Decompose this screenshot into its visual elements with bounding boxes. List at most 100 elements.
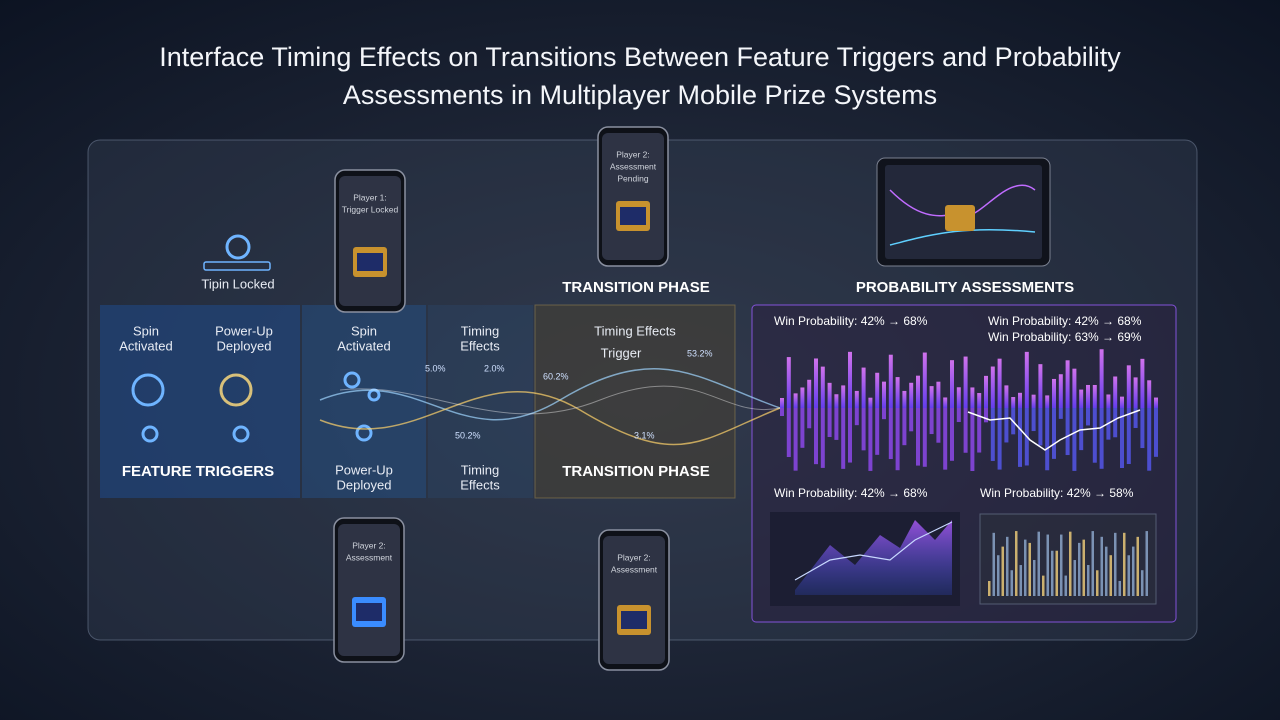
- bar: [875, 372, 880, 408]
- bar: [827, 382, 832, 408]
- chest-lid: [621, 611, 647, 629]
- bar: [800, 408, 805, 448]
- bar: [1120, 408, 1124, 468]
- bar: [1045, 408, 1050, 471]
- wave-label: 2.0%: [484, 363, 505, 373]
- gear-icon: [355, 424, 373, 442]
- mini-bar: [1087, 565, 1090, 596]
- bar: [868, 397, 873, 408]
- section-label: PROBABILITY ASSESSMENTS: [856, 279, 1074, 296]
- bar: [834, 408, 839, 440]
- column-feature-triggers: [100, 305, 300, 498]
- bar: [875, 408, 880, 455]
- spin-label: Spin: [351, 323, 377, 338]
- mini-bar: [992, 532, 995, 596]
- mini-bar: [1060, 534, 1063, 596]
- bar: [916, 375, 920, 408]
- bar: [786, 408, 791, 458]
- bar: [882, 381, 886, 408]
- bar: [1058, 408, 1063, 419]
- tablet-line: [889, 228, 1036, 246]
- mini-bar: [1028, 542, 1031, 596]
- bar: [854, 408, 859, 426]
- probability-bars: [780, 349, 1158, 471]
- bar: [922, 408, 927, 467]
- bar: [1099, 349, 1104, 408]
- mini-bar: [1109, 555, 1112, 596]
- bar: [861, 367, 866, 408]
- area-line: [794, 521, 953, 581]
- gear-icon: [232, 425, 250, 443]
- timing-label: Effects: [460, 477, 500, 492]
- mini-bar: [1145, 531, 1148, 596]
- phone-label: Player 2:: [352, 540, 386, 550]
- column-timing: [428, 305, 533, 498]
- bar: [793, 408, 798, 471]
- mini-bar: [1105, 546, 1108, 596]
- bar: [1031, 408, 1036, 432]
- bar: [1140, 358, 1145, 408]
- bar: [963, 408, 968, 453]
- bar: [997, 408, 1002, 470]
- mini-bar: [1114, 532, 1117, 596]
- mini-bar: [1037, 531, 1040, 596]
- bar: [977, 408, 982, 453]
- phone-label: Player 2:: [616, 149, 650, 159]
- chest-lid: [357, 253, 383, 271]
- bar: [1120, 396, 1124, 408]
- timing-label: Timing: [461, 462, 500, 477]
- bar: [793, 393, 798, 408]
- bar: [848, 351, 852, 408]
- mini-bar: [1078, 542, 1081, 596]
- mini-bar: [988, 581, 991, 596]
- probability-label: Win Probability: 42% → 58%: [980, 486, 1134, 500]
- bar: [1154, 397, 1158, 408]
- bar: [1133, 408, 1138, 428]
- bar: [1072, 408, 1077, 471]
- bar: [929, 408, 934, 435]
- bar: [1106, 394, 1111, 408]
- mini-bar: [1064, 575, 1067, 596]
- bar: [936, 408, 941, 443]
- bar: [1045, 395, 1050, 408]
- bar: [997, 358, 1002, 408]
- bar: [1065, 360, 1070, 408]
- column-footer: TRANSITION PHASE: [562, 463, 710, 480]
- probability-label: Win Probability: 63% → 69%: [988, 330, 1142, 344]
- bar: [841, 385, 846, 408]
- bar: [1058, 374, 1063, 408]
- mini-bar: [1069, 531, 1072, 596]
- bar: [1092, 384, 1097, 408]
- bar: [1031, 394, 1036, 408]
- bar: [895, 377, 900, 408]
- bar: [950, 360, 954, 408]
- bar: [970, 387, 975, 408]
- bar: [1011, 397, 1016, 408]
- gear-icon: [141, 425, 159, 443]
- mini-bar: [1010, 570, 1013, 596]
- probability-label: Win Probability: 42% → 68%: [774, 486, 928, 500]
- bar: [1038, 408, 1043, 446]
- trigger-label: Deployed: [217, 338, 272, 353]
- bar: [882, 408, 886, 420]
- mini-bar: [1046, 534, 1049, 596]
- column-footer: FEATURE TRIGGERS: [122, 463, 274, 480]
- timing-label: Timing Effects: [594, 323, 676, 338]
- bar: [963, 356, 968, 408]
- bar: [854, 390, 859, 408]
- probability-label: Win Probability: 42% → 68%: [774, 314, 928, 328]
- bar: [1140, 408, 1145, 449]
- bar: [800, 387, 805, 408]
- bar: [827, 408, 832, 438]
- power-label: Deployed: [337, 477, 392, 492]
- bar: [943, 397, 948, 408]
- bar: [888, 354, 893, 408]
- mini-bar: [1006, 536, 1009, 596]
- bar: [1126, 365, 1131, 408]
- bar: [909, 382, 914, 408]
- mini-bar: [1024, 539, 1027, 596]
- bar: [922, 352, 927, 408]
- bar: [780, 408, 784, 416]
- bar: [943, 408, 948, 470]
- bar: [814, 358, 818, 408]
